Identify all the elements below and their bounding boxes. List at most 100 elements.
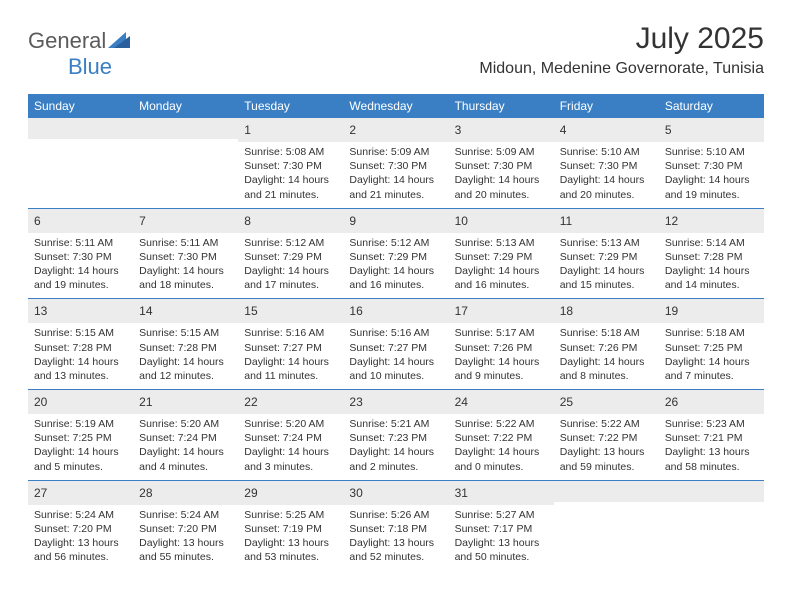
- sunrise-line: Sunrise: 5:18 AM: [665, 326, 758, 340]
- weekday-saturday: Saturday: [659, 94, 764, 118]
- day-number-row: 17: [449, 299, 554, 323]
- day-number: 11: [560, 214, 572, 228]
- weekday-wednesday: Wednesday: [343, 94, 448, 118]
- day-number-row: 23: [343, 390, 448, 414]
- weekday-header-row: SundayMondayTuesdayWednesdayThursdayFrid…: [28, 94, 764, 118]
- day-cell-8: 8 Sunrise: 5:12 AMSunset: 7:29 PMDaylight…: [238, 208, 343, 299]
- sunrise-line: Sunrise: 5:11 AM: [34, 236, 127, 250]
- day-number: 13: [34, 304, 47, 318]
- day-number: 31: [455, 486, 468, 500]
- day-number: 26: [665, 395, 678, 409]
- day-details: Sunrise: 5:09 AMSunset: 7:30 PMDaylight:…: [449, 142, 554, 208]
- day-cell-4: 4Sunrise: 5:10 AMSunset: 7:30 PMDaylight…: [554, 118, 659, 208]
- day-details: Sunrise: 5:14 AMSunset: 7:28 PMDaylight:…: [659, 233, 764, 299]
- day-details: Sunrise: 5:12 AMSunset: 7:29 PMDaylight:…: [238, 233, 343, 299]
- day-details: Sunrise: 5:18 AMSunset: 7:26 PMDaylight:…: [554, 323, 659, 389]
- day-details: Sunrise: 5:13 AMSunset: 7:29 PMDaylight:…: [554, 233, 659, 299]
- day-cell-25: 25Sunrise: 5:22 AMSunset: 7:22 PMDayligh…: [554, 389, 659, 480]
- sunset-line: Sunset: 7:29 PM: [560, 250, 653, 264]
- day-details: Sunrise: 5:22 AMSunset: 7:22 PMDaylight:…: [449, 414, 554, 480]
- sunrise-line: Sunrise: 5:25 AM: [244, 508, 337, 522]
- daylight-line: Daylight: 14 hours and 20 minutes.: [455, 173, 548, 201]
- day-number-row: 27: [28, 481, 133, 505]
- day-number-row: 1: [238, 118, 343, 142]
- day-number-row: 10: [449, 209, 554, 233]
- day-number: 18: [560, 304, 573, 318]
- sunset-line: Sunset: 7:24 PM: [244, 431, 337, 445]
- day-details: Sunrise: 5:10 AMSunset: 7:30 PMDaylight:…: [554, 142, 659, 208]
- sunset-line: Sunset: 7:22 PM: [455, 431, 548, 445]
- logo-text-blue: Blue: [68, 54, 112, 80]
- day-number-row: 20: [28, 390, 133, 414]
- day-details: Sunrise: 5:17 AMSunset: 7:26 PMDaylight:…: [449, 323, 554, 389]
- sunset-line: Sunset: 7:29 PM: [455, 250, 548, 264]
- day-details: Sunrise: 5:26 AMSunset: 7:18 PMDaylight:…: [343, 505, 448, 571]
- logo-mark-icon: [108, 30, 130, 53]
- sunrise-line: Sunrise: 5:19 AM: [34, 417, 127, 431]
- sunrise-line: Sunrise: 5:22 AM: [560, 417, 653, 431]
- day-number-row: 25: [554, 390, 659, 414]
- day-number: 6: [34, 214, 41, 228]
- sunrise-line: Sunrise: 5:10 AM: [665, 145, 758, 159]
- sunrise-line: Sunrise: 5:20 AM: [244, 417, 337, 431]
- sunset-line: Sunset: 7:27 PM: [349, 341, 442, 355]
- calendar: SundayMondayTuesdayWednesdayThursdayFrid…: [28, 94, 764, 570]
- empty-cell: [659, 480, 764, 571]
- daylight-line: Daylight: 14 hours and 13 minutes.: [34, 355, 127, 383]
- day-details: Sunrise: 5:23 AMSunset: 7:21 PMDaylight:…: [659, 414, 764, 480]
- day-number-row: 14: [133, 299, 238, 323]
- sunset-line: Sunset: 7:25 PM: [34, 431, 127, 445]
- day-details: Sunrise: 5:08 AMSunset: 7:30 PMDaylight:…: [238, 142, 343, 208]
- day-cell-29: 29Sunrise: 5:25 AMSunset: 7:19 PMDayligh…: [238, 480, 343, 571]
- day-number: 21: [139, 395, 152, 409]
- day-number: 25: [560, 395, 573, 409]
- daylight-line: Daylight: 13 hours and 52 minutes.: [349, 536, 442, 564]
- day-cell-26: 26 Sunrise: 5:23 AMSunset: 7:21 PMDayligh…: [659, 389, 764, 480]
- sunset-line: Sunset: 7:19 PM: [244, 522, 337, 536]
- sunset-line: Sunset: 7:24 PM: [139, 431, 232, 445]
- sunrise-line: Sunrise: 5:20 AM: [139, 417, 232, 431]
- empty-cell: [28, 118, 133, 208]
- day-details: Sunrise: 5:09 AMSunset: 7:30 PMDaylight:…: [343, 142, 448, 208]
- sunset-line: Sunset: 7:30 PM: [349, 159, 442, 173]
- sunset-line: Sunset: 7:21 PM: [665, 431, 758, 445]
- weekday-friday: Friday: [554, 94, 659, 118]
- day-number: 27: [34, 486, 47, 500]
- day-cell-20: 20Sunrise: 5:19 AMSunset: 7:25 PMDayligh…: [28, 389, 133, 480]
- daylight-line: Daylight: 14 hours and 0 minutes.: [455, 445, 548, 473]
- day-cell-3: 3Sunrise: 5:09 AMSunset: 7:30 PMDaylight…: [449, 118, 554, 208]
- daylight-line: Daylight: 13 hours and 56 minutes.: [34, 536, 127, 564]
- logo: General: [28, 28, 130, 54]
- day-details: Sunrise: 5:27 AMSunset: 7:17 PMDaylight:…: [449, 505, 554, 571]
- day-cell-28: 28Sunrise: 5:24 AMSunset: 7:20 PMDayligh…: [133, 480, 238, 571]
- sunset-line: Sunset: 7:18 PM: [349, 522, 442, 536]
- sunset-line: Sunset: 7:29 PM: [244, 250, 337, 264]
- day-details: Sunrise: 5:16 AMSunset: 7:27 PMDaylight:…: [238, 323, 343, 389]
- sunset-line: Sunset: 7:26 PM: [560, 341, 653, 355]
- day-cell-5: 5Sunrise: 5:10 AMSunset: 7:30 PMDaylight…: [659, 118, 764, 208]
- sunset-line: Sunset: 7:28 PM: [34, 341, 127, 355]
- day-number: 1: [244, 123, 251, 137]
- day-number-row: [133, 118, 238, 139]
- sunrise-line: Sunrise: 5:10 AM: [560, 145, 653, 159]
- day-number: 8: [244, 214, 251, 228]
- sunrise-line: Sunrise: 5:26 AM: [349, 508, 442, 522]
- calendar-grid: 1 Sunrise: 5:08 AMSunset: 7:30 PMDaylight…: [28, 118, 764, 570]
- day-number-row: 22: [238, 390, 343, 414]
- day-details: Sunrise: 5:11 AMSunset: 7:30 PMDaylight:…: [28, 233, 133, 299]
- day-number-row: 19: [659, 299, 764, 323]
- day-number-row: 21: [133, 390, 238, 414]
- daylight-line: Daylight: 14 hours and 14 minutes.: [665, 264, 758, 292]
- day-details: Sunrise: 5:21 AMSunset: 7:23 PMDaylight:…: [343, 414, 448, 480]
- day-number: 23: [349, 395, 362, 409]
- day-cell-12: 12Sunrise: 5:14 AMSunset: 7:28 PMDayligh…: [659, 208, 764, 299]
- day-cell-15: 15Sunrise: 5:16 AMSunset: 7:27 PMDayligh…: [238, 298, 343, 389]
- sunrise-line: Sunrise: 5:17 AM: [455, 326, 548, 340]
- day-number-row: [659, 481, 764, 502]
- day-number: 24: [455, 395, 468, 409]
- sunrise-line: Sunrise: 5:09 AM: [455, 145, 548, 159]
- day-number-row: 16: [343, 299, 448, 323]
- day-cell-1: 1 Sunrise: 5:08 AMSunset: 7:30 PMDaylight…: [238, 118, 343, 208]
- day-number-row: 11: [554, 209, 659, 233]
- day-details: Sunrise: 5:12 AMSunset: 7:29 PMDaylight:…: [343, 233, 448, 299]
